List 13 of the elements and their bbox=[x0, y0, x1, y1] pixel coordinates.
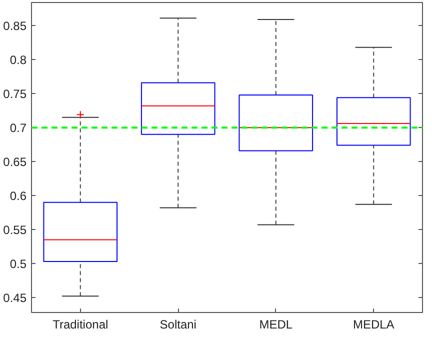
x-tick-label: Soltani bbox=[160, 318, 196, 332]
y-tick-label: 0.8 bbox=[10, 53, 27, 68]
y-tick-label: 0.55 bbox=[3, 223, 27, 238]
y-tick-label: 0.45 bbox=[3, 291, 27, 306]
y-tick-label: 0.7 bbox=[10, 121, 27, 136]
x-tick-label: MEDLA bbox=[352, 318, 394, 332]
y-tick-label: 0.5 bbox=[10, 257, 27, 272]
x-tick-label: MEDL bbox=[259, 318, 293, 332]
y-tick-label: 0.75 bbox=[3, 87, 27, 102]
x-tick-label: Traditional bbox=[52, 318, 108, 332]
y-tick-label: 0.85 bbox=[3, 19, 27, 34]
y-tick-label: 0.65 bbox=[3, 155, 27, 170]
y-tick-label: 0.6 bbox=[10, 189, 27, 204]
